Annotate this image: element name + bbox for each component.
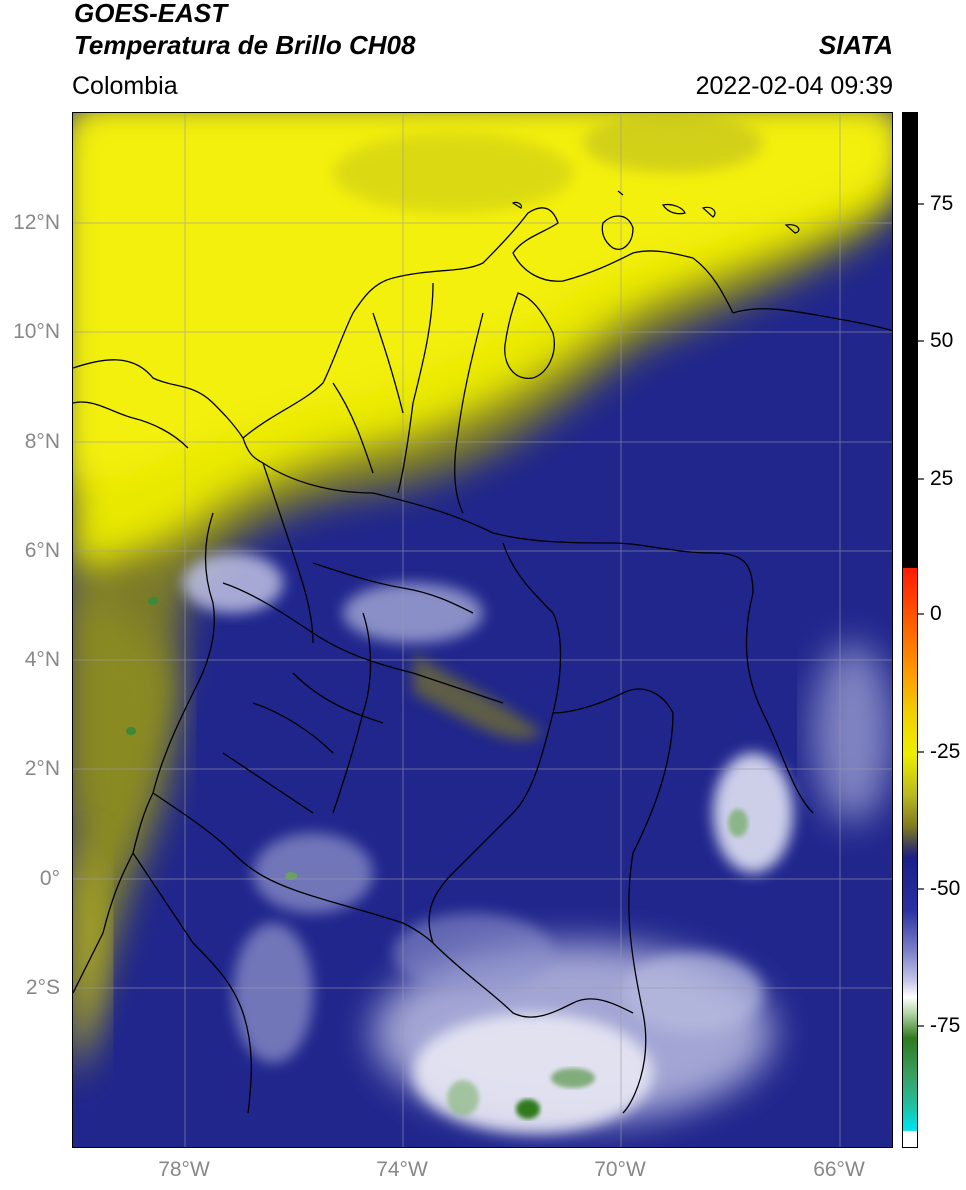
colorbar-tick-marks	[918, 203, 924, 1027]
lat-label: 2°S	[25, 976, 60, 999]
lat-label: 4°N	[24, 648, 60, 671]
lat-label: 12°N	[13, 211, 60, 234]
agency-label: SIATA	[818, 30, 893, 60]
lon-label: 66°W	[813, 1158, 865, 1181]
lat-label: 10°N	[13, 320, 60, 343]
lon-label: 70°W	[594, 1158, 646, 1181]
lat-label: 2°N	[24, 757, 60, 780]
brightness-temperature-field	[73, 113, 892, 1147]
region-label: Colombia	[72, 72, 178, 100]
lon-label: 74°W	[376, 1158, 428, 1181]
colorbar-tick: -25	[930, 740, 961, 763]
colorbar-tick: 75	[930, 192, 954, 215]
lat-label: 0°	[39, 867, 60, 890]
lat-label: 8°N	[24, 430, 60, 453]
colorbar-tick: -50	[930, 877, 961, 900]
lat-label: 6°N	[24, 539, 60, 562]
lon-label: 78°W	[158, 1158, 210, 1181]
colorbar-tick: 25	[930, 467, 954, 490]
borders	[73, 207, 892, 1114]
colorbar-tick: 50	[930, 329, 954, 352]
title-product: Temperatura de Brillo CH08	[74, 30, 416, 60]
title-satellite: GOES-EAST	[74, 0, 228, 28]
timestamp-label: 2022-02-04 09:39	[695, 72, 893, 100]
satellite-map[interactable]	[72, 112, 893, 1148]
colorbar	[902, 112, 918, 1148]
colorbar-tick: -75	[930, 1014, 961, 1037]
colorbar-tick: 0	[930, 602, 942, 625]
